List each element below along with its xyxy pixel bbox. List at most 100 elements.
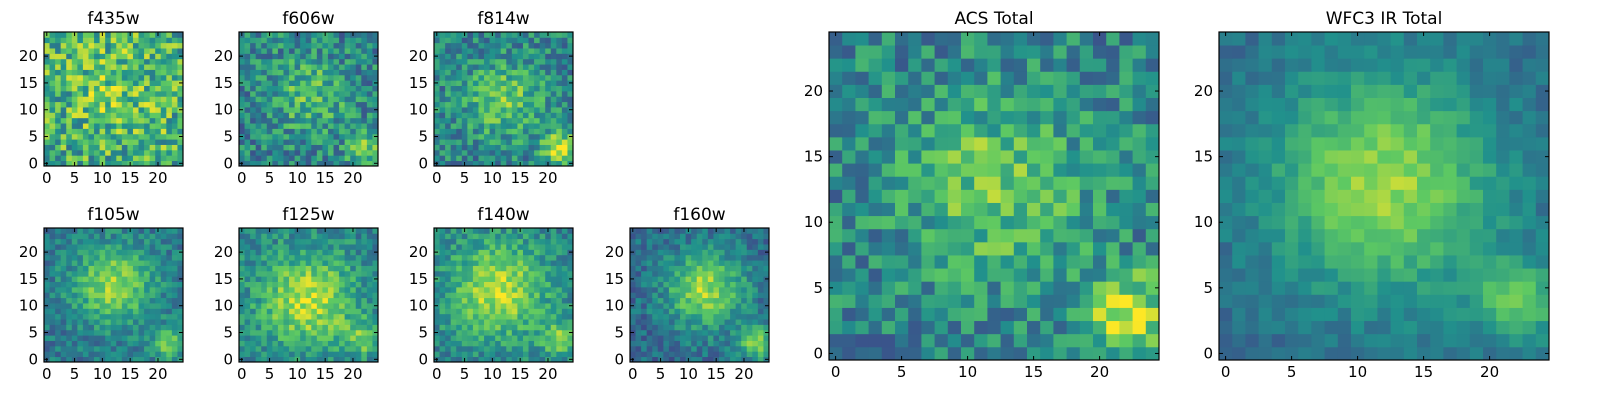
heatmap-cell bbox=[266, 53, 273, 60]
heatmap-cell bbox=[60, 101, 67, 108]
heatmap-cell bbox=[300, 37, 307, 44]
heatmap-cell bbox=[144, 260, 151, 266]
heatmap-cell bbox=[707, 297, 714, 304]
heatmap-cell bbox=[517, 351, 524, 358]
heatmap-cell bbox=[366, 356, 373, 363]
heatmap-cell bbox=[60, 69, 67, 76]
heatmap-cell bbox=[166, 107, 173, 113]
heatmap-cell bbox=[266, 308, 273, 315]
heatmap-cell bbox=[300, 42, 307, 49]
heatmap-cell bbox=[746, 313, 753, 320]
heatmap-cell bbox=[144, 340, 151, 347]
heatmap-cell bbox=[99, 37, 106, 44]
heatmap-cell bbox=[144, 85, 151, 92]
heatmap-cell bbox=[1040, 176, 1054, 190]
heatmap-cell bbox=[511, 313, 518, 320]
heatmap-cell bbox=[327, 74, 334, 81]
heatmap-cell bbox=[450, 303, 457, 309]
heatmap-cell bbox=[511, 286, 518, 293]
heatmap-cell bbox=[506, 254, 513, 261]
heatmap-cell bbox=[333, 128, 340, 135]
heatmap-cell bbox=[657, 340, 664, 347]
heatmap-cell bbox=[144, 117, 151, 124]
heatmap-cell bbox=[556, 329, 563, 336]
heatmap-cell bbox=[528, 265, 535, 272]
y-tick-label: 15 bbox=[214, 270, 233, 288]
heatmap-cell bbox=[461, 329, 468, 336]
heatmap-cell bbox=[55, 292, 62, 299]
heatmap-cell bbox=[294, 48, 301, 54]
heatmap-cell bbox=[305, 85, 312, 92]
heatmap-cell bbox=[66, 292, 73, 299]
heatmap-cell bbox=[49, 254, 56, 261]
heatmap-cell bbox=[277, 249, 284, 256]
heatmap-cell bbox=[127, 335, 134, 341]
heatmap-cell bbox=[372, 308, 379, 315]
heatmap-cell bbox=[132, 139, 139, 145]
x-tick-label: 15 bbox=[316, 365, 335, 383]
heatmap-cell bbox=[478, 155, 485, 162]
heatmap-cell bbox=[528, 149, 535, 156]
heatmap-cell bbox=[71, 107, 78, 113]
heatmap-cell bbox=[511, 85, 518, 92]
heatmap-cell bbox=[99, 319, 106, 325]
heatmap-cell bbox=[333, 48, 340, 54]
heatmap-cell bbox=[82, 80, 89, 86]
heatmap-cell bbox=[461, 42, 468, 49]
heatmap-cell bbox=[495, 101, 502, 108]
heatmap-cell bbox=[300, 238, 307, 245]
heatmap-cell bbox=[461, 74, 468, 81]
heatmap-cell bbox=[500, 107, 507, 113]
heatmap-cell bbox=[735, 303, 742, 309]
heatmap-cell bbox=[646, 244, 653, 250]
heatmap-cell bbox=[511, 270, 518, 277]
heatmap-cell bbox=[272, 286, 279, 293]
heatmap-cell bbox=[534, 64, 541, 70]
heatmap-cell bbox=[160, 160, 167, 167]
heatmap-cell bbox=[528, 101, 535, 108]
heatmap-cell bbox=[60, 228, 67, 234]
heatmap-cell bbox=[652, 292, 659, 299]
heatmap-cell bbox=[567, 69, 574, 76]
heatmap-cell bbox=[434, 96, 440, 103]
heatmap-cell bbox=[127, 74, 134, 81]
heatmap-cell bbox=[355, 139, 362, 145]
heatmap-cell bbox=[1066, 255, 1081, 269]
heatmap-cell bbox=[272, 260, 279, 266]
heatmap-cell bbox=[500, 53, 507, 60]
heatmap-cell bbox=[974, 202, 988, 217]
heatmap-cell bbox=[685, 340, 692, 347]
heatmap-cell bbox=[105, 276, 112, 282]
heatmap-cell bbox=[539, 128, 546, 135]
heatmap-cell bbox=[110, 107, 117, 113]
heatmap-cell bbox=[44, 74, 50, 81]
heatmap-cell bbox=[517, 276, 524, 282]
heatmap-cell bbox=[539, 345, 546, 352]
heatmap-cell bbox=[517, 37, 524, 44]
heatmap-cell bbox=[372, 313, 379, 320]
y-tick-label: 0 bbox=[28, 154, 38, 172]
heatmap-cell bbox=[961, 150, 975, 164]
heatmap-cell bbox=[322, 101, 329, 108]
heatmap-cell bbox=[105, 345, 112, 352]
heatmap-cell bbox=[484, 144, 490, 151]
heatmap-cell bbox=[500, 144, 507, 151]
heatmap-cell bbox=[456, 37, 463, 44]
heatmap-cell bbox=[434, 313, 440, 320]
heatmap-cell bbox=[450, 149, 457, 156]
heatmap-cell bbox=[333, 260, 340, 266]
heatmap-cell bbox=[1066, 281, 1081, 295]
heatmap-cell bbox=[283, 64, 290, 70]
heatmap-cell bbox=[506, 329, 513, 336]
heatmap-cell bbox=[763, 297, 770, 304]
heatmap-cell bbox=[489, 297, 496, 304]
heatmap-cell bbox=[630, 335, 636, 341]
heatmap-cell bbox=[327, 286, 334, 293]
heatmap-cell bbox=[272, 37, 279, 44]
heatmap-cell bbox=[1106, 268, 1120, 282]
heatmap-cell bbox=[289, 254, 295, 261]
heatmap-cell bbox=[646, 249, 653, 256]
heatmap-cell bbox=[350, 64, 357, 70]
heatmap-cell bbox=[55, 276, 62, 282]
